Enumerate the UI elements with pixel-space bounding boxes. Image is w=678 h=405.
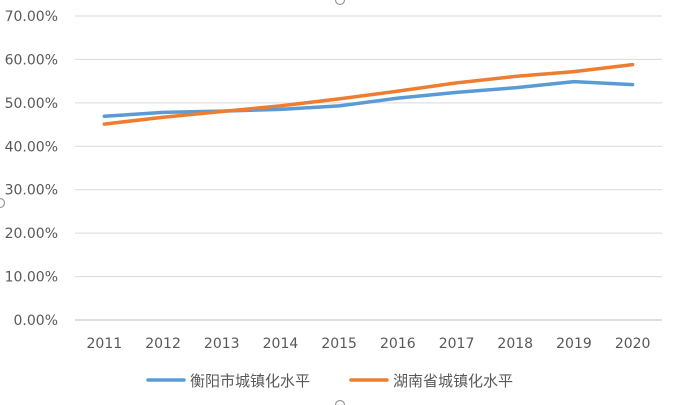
x-tick-label: 2016 [380, 336, 416, 352]
resize-handle-top[interactable] [334, 0, 346, 6]
x-tick-label: 2015 [321, 336, 357, 352]
selection-handles[interactable] [0, 0, 346, 405]
legend: 衡阳市城镇化水平 湖南省城镇化水平 [146, 372, 513, 390]
x-tick-label: 2011 [87, 336, 123, 352]
x-tick-label: 2013 [204, 336, 240, 352]
x-tick-label: 2017 [439, 336, 475, 352]
legend-label-0: 衡阳市城镇化水平 [190, 372, 310, 390]
series-line-0 [102, 79, 635, 119]
series-line-1 [102, 62, 635, 126]
x-tick-label: 2020 [615, 336, 651, 352]
y-tick-label: 30.00% [5, 183, 58, 199]
series-lines [102, 62, 635, 126]
y-tick-label: 70.00% [5, 9, 58, 25]
legend-label-1: 湖南省城镇化水平 [393, 372, 513, 390]
y-tick-label: 20.00% [5, 226, 58, 242]
gridlines [75, 15, 662, 321]
y-tick-label: 50.00% [5, 96, 58, 112]
x-axis-tick-labels: 2011 2012 2013 2014 2015 2016 2017 2018 2019 2020 [87, 336, 651, 352]
x-tick-label: 2012 [145, 336, 181, 352]
resize-handle-bottom[interactable] [334, 399, 346, 405]
y-tick-label: 40.00% [5, 139, 58, 155]
y-axis-tick-labels: 0.00% 10.00% 20.00% 30.00% 40.00% 50.00% 60.00… [5, 9, 58, 329]
y-tick-label: 0.00% [14, 313, 58, 329]
x-tick-label: 2019 [556, 336, 592, 352]
resize-handle-left[interactable] [0, 197, 6, 209]
y-tick-label: 10.00% [5, 270, 58, 286]
y-tick-label: 60.00% [5, 52, 58, 68]
x-tick-label: 2014 [263, 336, 299, 352]
x-tick-label: 2018 [497, 336, 533, 352]
